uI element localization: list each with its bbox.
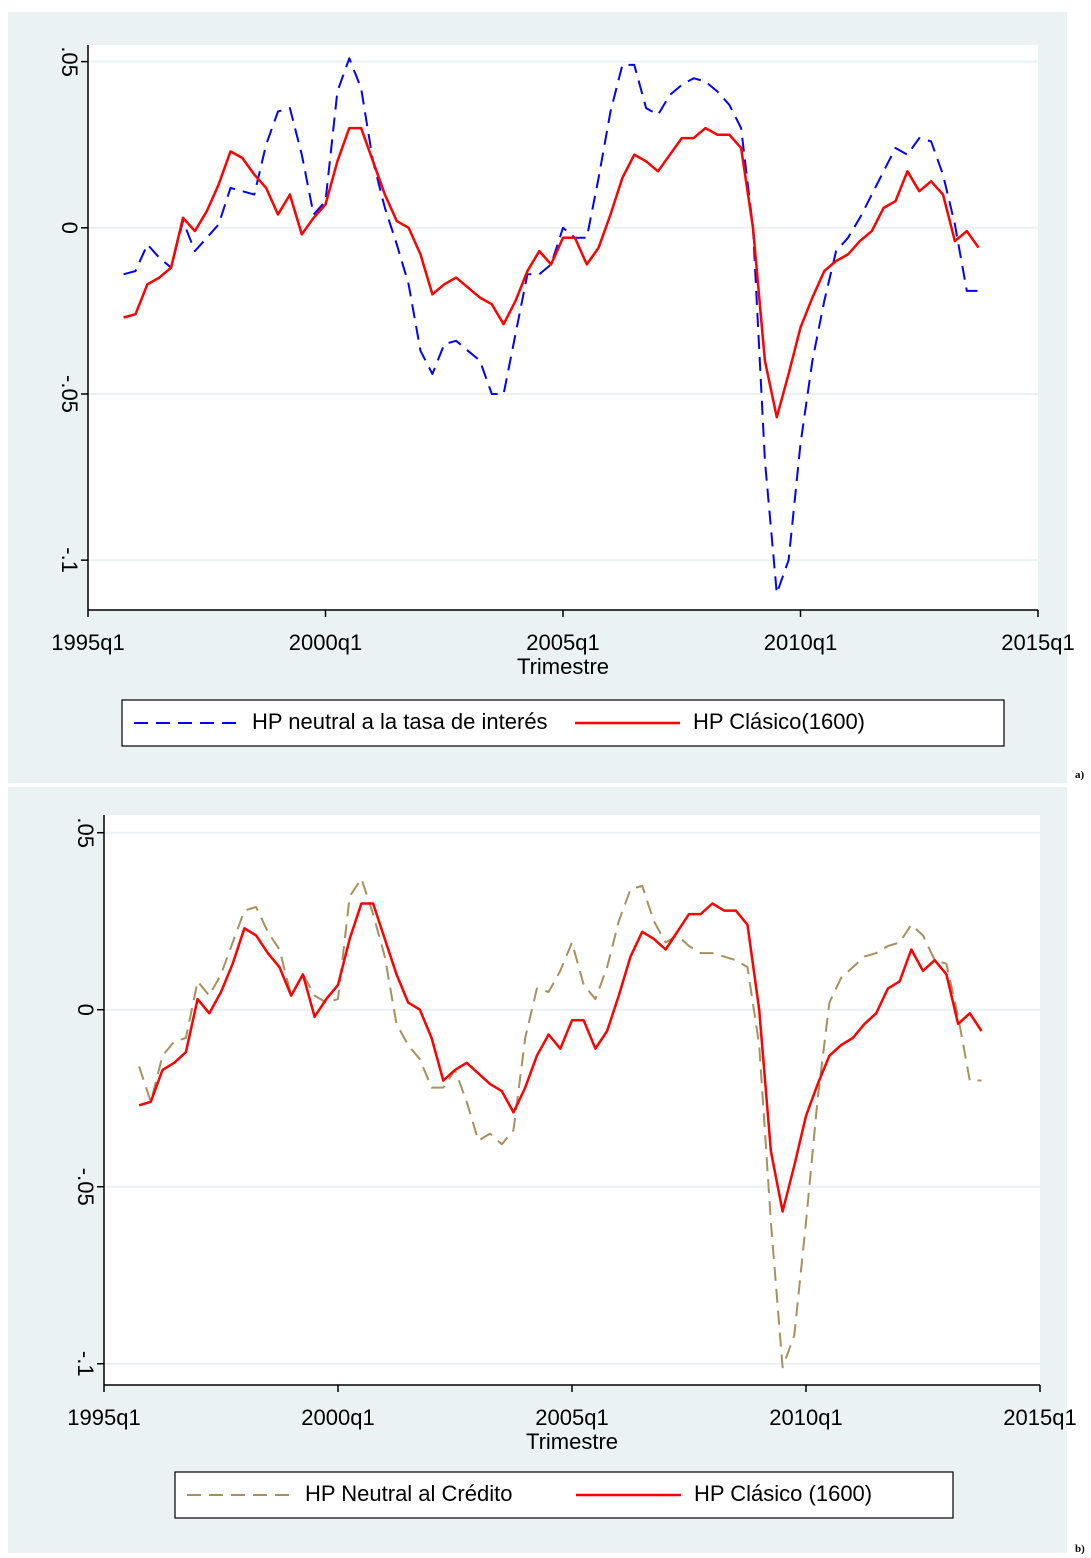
- legend: HP neutral a la tasa de interés HP Clásic…: [121, 699, 1005, 747]
- x-tick-label: 2015q1: [1003, 1405, 1076, 1430]
- plot-area: [88, 45, 1038, 610]
- x-tick-label: 1995q1: [51, 630, 124, 655]
- legend-label: HP Clásico (1600): [694, 1481, 872, 1506]
- legend-label: HP Neutral al Crédito: [305, 1481, 512, 1506]
- panel-label: b): [1075, 1543, 1085, 1555]
- series-line: [138, 902, 983, 1213]
- x-tick-label: 2000q1: [301, 1405, 374, 1430]
- series-line: [138, 877, 982, 1369]
- x-axis-title: Trimestre: [517, 654, 609, 679]
- series-line: [123, 126, 980, 419]
- y-tick-label: .05: [57, 46, 82, 77]
- x-tick-label: 2010q1: [769, 1405, 842, 1430]
- plot-area: [104, 815, 1040, 1385]
- legend-label: HP neutral a la tasa de interés: [252, 709, 548, 734]
- y-tick-label: -.1: [73, 1351, 98, 1377]
- x-tick-label: 2015q1: [1001, 630, 1074, 655]
- y-tick-label: -.05: [57, 375, 82, 413]
- x-axis-title: Trimestre: [526, 1429, 618, 1454]
- panel-label: a): [1075, 769, 1085, 781]
- legend: HP Neutral al Crédito HP Clásico (1600): [174, 1471, 954, 1519]
- y-tick-label: -.1: [57, 547, 82, 573]
- series-line: [123, 57, 979, 595]
- x-tick-label: 2005q1: [526, 630, 599, 655]
- legend-box: [174, 1471, 954, 1519]
- y-tick-label: .05: [73, 817, 98, 848]
- legend-box: [121, 699, 1005, 747]
- x-tick-label: 2005q1: [535, 1405, 608, 1430]
- y-tick-label: 0: [73, 1004, 98, 1016]
- legend-label: HP Clásico(1600): [693, 709, 865, 734]
- y-tick-label: 0: [57, 222, 82, 234]
- y-tick-label: -.05: [73, 1168, 98, 1206]
- x-tick-label: 1995q1: [67, 1405, 140, 1430]
- x-tick-label: 2000q1: [289, 630, 362, 655]
- x-tick-label: 2010q1: [764, 630, 837, 655]
